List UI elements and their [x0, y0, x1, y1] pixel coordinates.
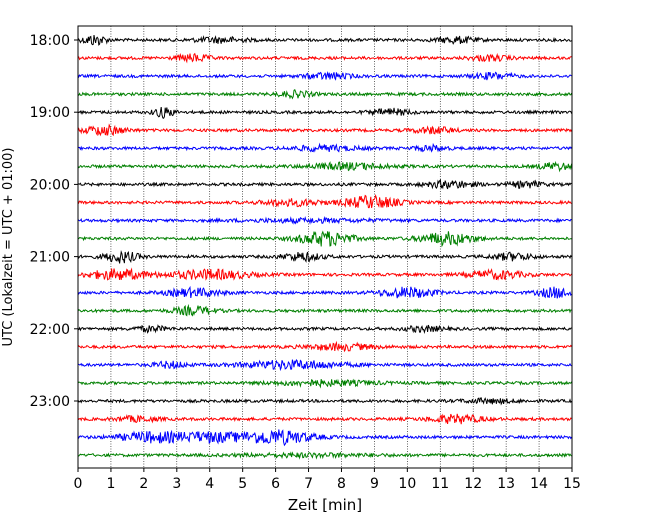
trace-18-30	[77, 71, 572, 81]
trace-22-30	[77, 358, 572, 372]
trace-22-00	[77, 324, 572, 335]
x-tick-label: 15	[563, 476, 581, 492]
trace-23-00	[77, 397, 572, 406]
trace-20-30	[77, 215, 572, 225]
trace-19-45	[77, 160, 573, 173]
y-axis-title: UTC (Lokalzeit = UTC + 01:00)	[1, 148, 16, 347]
y-tick-label: 21:00	[30, 250, 70, 266]
x-tick-label: 0	[74, 476, 83, 492]
x-tick-label: 5	[238, 476, 247, 492]
trace-18-00	[77, 34, 572, 46]
x-tick-label: 4	[205, 476, 214, 492]
y-axis: 18:00 19:00 20:00 21:00 22:00 23:00	[30, 33, 78, 410]
x-tick-label: 2	[139, 476, 148, 492]
trace-22-15	[77, 340, 573, 353]
x-axis: 0 1 2 3 4 5 6 7 8 9 10 11 12 13 14 15	[74, 468, 581, 492]
trace-19-15	[77, 123, 573, 137]
trace-23-30	[77, 429, 573, 447]
x-tick-label: 3	[172, 476, 181, 492]
x-tick-label: 13	[497, 476, 515, 492]
x-tick-label: 9	[370, 476, 379, 492]
trace-19-00	[77, 107, 573, 119]
x-tick-label: 1	[106, 476, 115, 492]
y-tick-label: 19:00	[30, 105, 70, 121]
trace-23-15	[77, 413, 572, 425]
trace-21-00	[77, 250, 573, 264]
trace-21-45	[77, 303, 572, 317]
y-tick-label: 20:00	[30, 177, 70, 193]
plot-frame	[77, 25, 573, 469]
x-tick-label: 7	[304, 476, 313, 492]
x-tick-label: 8	[337, 476, 346, 492]
y-tick-label: 23:00	[30, 394, 70, 410]
trace-20-00	[77, 179, 572, 190]
x-tick-label: 14	[530, 476, 548, 492]
trace-23-45	[78, 451, 572, 460]
trace-19-30	[77, 142, 573, 153]
y-tick-label: 22:00	[30, 322, 70, 338]
trace-18-45	[77, 89, 573, 100]
traces	[77, 34, 573, 460]
grid	[110, 26, 540, 468]
y-tick-label: 18:00	[30, 33, 70, 49]
trace-20-45	[77, 230, 572, 248]
trace-21-15	[77, 267, 572, 281]
x-tick-label: 12	[464, 476, 482, 492]
trace-21-30	[77, 285, 572, 299]
trace-22-45	[77, 378, 573, 389]
x-tick-label: 11	[431, 476, 449, 492]
x-axis-title: Zeit [min]	[288, 496, 362, 514]
trace-20-15	[77, 193, 572, 209]
trace-18-15	[77, 52, 572, 64]
x-tick-label: 6	[271, 476, 280, 492]
x-tick-label: 10	[398, 476, 416, 492]
